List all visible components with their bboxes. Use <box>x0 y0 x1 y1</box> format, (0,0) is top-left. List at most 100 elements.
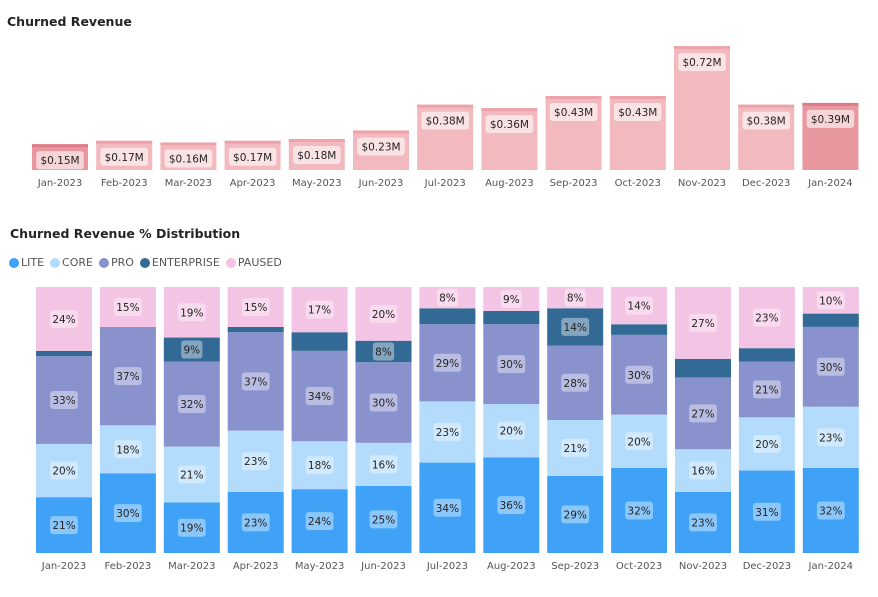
segment-lite <box>355 485 412 553</box>
segment-label-bg <box>369 455 398 474</box>
segment-label: 23% <box>436 427 459 439</box>
segment-label-bg <box>177 518 206 537</box>
segment-label: 16% <box>691 466 714 478</box>
segment-label-bg <box>369 304 398 323</box>
segment-label: 9% <box>183 345 200 357</box>
segment-enterprise <box>227 326 284 333</box>
revenue-data-label: $0.39M <box>811 114 850 126</box>
segment-label-bg <box>625 432 653 451</box>
segment-paused <box>738 287 795 349</box>
segment-lite <box>227 491 284 553</box>
segment-core <box>36 443 92 498</box>
x-tick-label: May-2023 <box>292 178 342 189</box>
revenue-bar-top <box>288 139 345 143</box>
segment-pro <box>227 332 284 431</box>
segment-label-bg <box>241 297 270 316</box>
segment-label: 18% <box>116 444 139 456</box>
segment-label-bg <box>305 300 334 319</box>
segment-pro <box>163 361 220 447</box>
segment-label: 19% <box>180 307 203 319</box>
distribution-title: Churned Revenue % Distribution <box>10 226 241 241</box>
segment-label-bg <box>625 501 653 520</box>
revenue-data-label: $0.16M <box>169 153 208 165</box>
revenue-data-label-bg <box>678 53 726 72</box>
revenue-bar-top <box>96 140 153 144</box>
segment-label: 23% <box>691 517 714 529</box>
revenue-data-label: $0.17M <box>233 152 272 164</box>
segment-label-bg <box>689 404 717 423</box>
segment-core <box>227 430 284 492</box>
segment-label-bg <box>497 496 526 515</box>
segment-label: 30% <box>116 508 139 520</box>
segment-label: 30% <box>627 370 650 382</box>
segment-label-bg <box>561 317 590 336</box>
segment-enterprise <box>419 308 476 325</box>
segment-label-bg <box>114 367 142 386</box>
x-tick-label: Nov-2023 <box>678 178 726 189</box>
x-tick-label: Dec-2023 <box>742 178 790 189</box>
segment-label: 18% <box>308 460 331 472</box>
segment-label: 15% <box>244 302 267 314</box>
segment-label: 19% <box>180 523 203 535</box>
revenue-data-label: $0.36M <box>490 119 529 131</box>
segment-enterprise <box>36 350 92 357</box>
segment-enterprise <box>483 310 540 325</box>
x-tick-label: Jul-2023 <box>424 178 466 189</box>
segment-label-bg <box>433 498 462 517</box>
legend-dot-icon <box>50 257 61 268</box>
legend-dot-icon <box>9 257 19 268</box>
revenue-bar-top <box>481 108 538 112</box>
legend-item-lite[interactable]: LITE <box>9 256 44 269</box>
x-tick-label: Jun-2023 <box>358 178 404 189</box>
segment-paused <box>483 287 540 311</box>
segment-label-bg <box>816 501 845 520</box>
legend-item-paused[interactable]: PAUSED <box>225 256 282 269</box>
x-tick-label: Jan-2023 <box>37 178 82 189</box>
segment-label: 29% <box>436 358 459 370</box>
revenue-data-label: $0.43M <box>554 107 593 119</box>
segment-lite <box>547 475 604 553</box>
segment-label: 20% <box>52 466 75 478</box>
segment-label-bg <box>114 297 142 316</box>
x-tick-label: Mar-2023 <box>165 178 212 189</box>
segment-label-bg <box>305 512 334 531</box>
segment-label: 23% <box>819 432 842 444</box>
segment-label: 32% <box>180 399 203 411</box>
legend-label: PRO <box>110 256 134 269</box>
revenue-data-label: $0.17M <box>105 152 144 164</box>
segment-label: 36% <box>500 500 523 512</box>
segment-label-bg <box>241 452 270 471</box>
segment-paused <box>802 287 859 314</box>
segment-label: 29% <box>564 509 587 521</box>
segment-lite <box>738 470 795 553</box>
legend-dot-icon <box>139 257 150 268</box>
x-tick-label: Aug-2023 <box>485 178 534 189</box>
churned-revenue-title: Churned Revenue <box>7 14 132 29</box>
revenue-data-label-bg <box>806 109 855 128</box>
segment-lite <box>611 467 668 553</box>
segment-label-bg <box>816 428 845 447</box>
revenue-data-label-bg <box>228 147 277 166</box>
legend-item-enterprise[interactable]: ENTERPRISE <box>139 256 220 269</box>
segment-label: 32% <box>819 505 842 517</box>
revenue-bar-top <box>738 104 795 108</box>
segment-label: 10% <box>819 295 842 307</box>
segment-paused <box>227 287 284 327</box>
legend-item-core[interactable]: CORE <box>50 256 93 269</box>
legend-item-pro[interactable]: PRO <box>98 256 134 269</box>
segment-core <box>419 401 476 463</box>
revenue-data-label: $0.23M <box>361 141 400 153</box>
segment-label-bg <box>436 288 458 307</box>
legend-dot-icon <box>225 257 236 268</box>
segment-core <box>483 404 540 458</box>
segment-label: 33% <box>52 395 75 407</box>
x-tick-label: Apr-2023 <box>230 178 276 189</box>
segment-label-bg <box>241 513 270 532</box>
segment-label-bg <box>753 434 781 453</box>
legend-label: PAUSED <box>237 256 282 269</box>
segment-pro <box>611 334 668 415</box>
segment-label-bg <box>753 502 781 521</box>
segment-label-bg <box>816 291 845 310</box>
segment-label: 34% <box>308 391 331 403</box>
